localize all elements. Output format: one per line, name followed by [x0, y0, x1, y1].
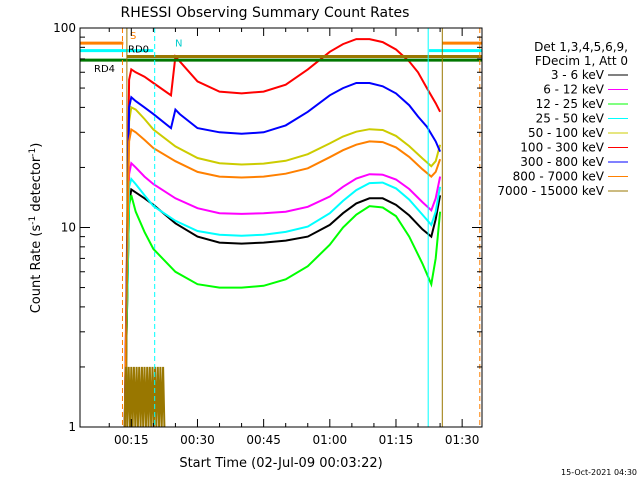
flag-label-n: N: [175, 39, 182, 50]
series-line-8: [123, 366, 166, 428]
x-tick-label: 01:15: [379, 433, 414, 447]
legend-label-2: 12 - 25 keV: [536, 97, 605, 111]
series-line-6: [123, 82, 442, 428]
legend-label-7: 800 - 7000 keV: [513, 170, 605, 184]
y-axis-label-sup: -1: [28, 216, 38, 225]
legend-header-line-2: FDecim 1, Att 0: [535, 54, 628, 68]
y-axis-label-rest: detector: [29, 156, 44, 216]
series-line-3: [123, 176, 442, 428]
legend-label-8: 7000 - 15000 keV: [497, 184, 604, 198]
flag-bars: S N RD0 RD4: [80, 31, 482, 75]
legend-label-6: 300 - 800 keV: [520, 155, 604, 169]
legend-label-1: 6 - 12 keV: [543, 83, 605, 97]
y-tick-label: 100: [53, 21, 76, 35]
y-axis-label-main: Count Rate (s: [29, 225, 44, 314]
flag-label-rd0: RD0: [128, 44, 149, 55]
x-axis-label: Start Time (02-Jul-09 00:03:22): [179, 456, 382, 471]
y-axis-label-sup2: -1: [28, 148, 38, 157]
y-tick-label: 1: [68, 420, 76, 434]
legend-label-5: 100 - 300 keV: [520, 141, 604, 155]
chart-title: RHESSI Observing Summary Count Rates: [121, 5, 410, 21]
x-tick-label: 01:00: [313, 433, 348, 447]
legend-header-line-1: Det 1,3,4,5,6,9,: [534, 40, 628, 54]
series-line-4: [123, 105, 442, 428]
legend: Det 1,3,4,5,6,9, FDecim 1, Att 0 3 - 6 k…: [497, 40, 628, 198]
y-axis-label-end: ): [29, 143, 44, 148]
legend-label-3: 25 - 50 keV: [536, 112, 605, 126]
x-tick-label: 01:30: [445, 433, 480, 447]
series-line-0: [123, 187, 442, 428]
x-tick-label: 00:45: [246, 433, 281, 447]
legend-label-4: 50 - 100 keV: [528, 126, 605, 140]
x-tick-label: 00:15: [114, 433, 149, 447]
footer-date: 15-Oct-2021 04:30: [561, 468, 637, 477]
flag-label-rd4: RD4: [94, 64, 115, 75]
series-line-1: [123, 161, 442, 428]
flag-label-s: S: [130, 31, 136, 42]
series-line-2: [123, 195, 442, 428]
y-tick-label: 10: [61, 221, 76, 235]
x-tick-label: 00:30: [180, 433, 215, 447]
legend-label-0: 3 - 6 keV: [551, 68, 605, 82]
series-line-7: [123, 127, 442, 428]
axes: 00:15 00:30 00:45 01:00 01:15 01:30 1 10 100: [53, 21, 482, 447]
y-axis-label: Count Rate (s-1 detector-1): [28, 143, 44, 314]
vertical-markers: [121, 28, 481, 427]
